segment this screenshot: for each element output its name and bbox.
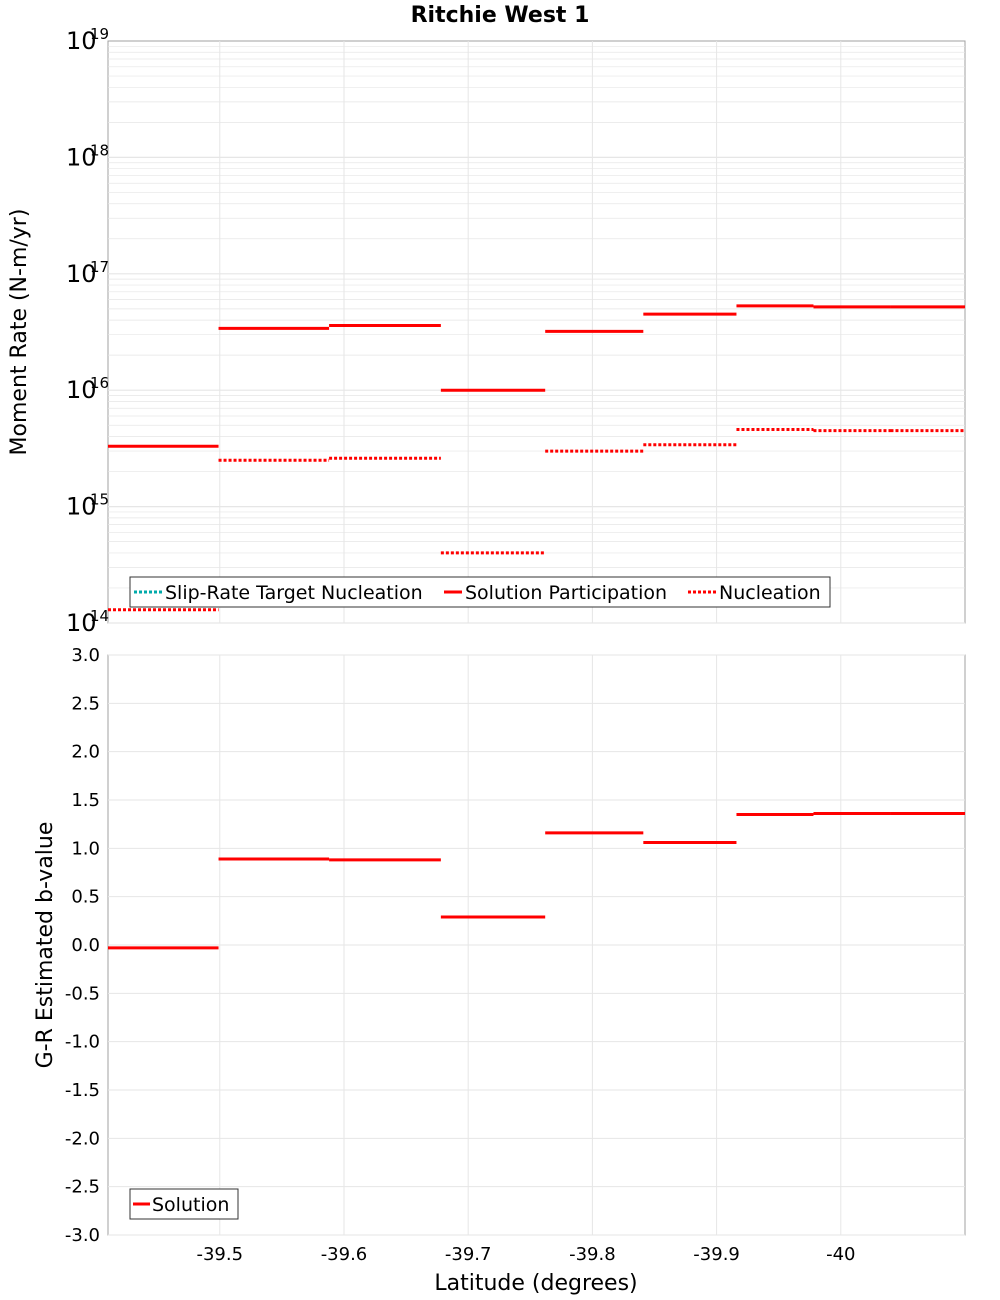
bottom-legend: Solution: [129, 1188, 239, 1220]
legend-label-participation: Solution Participation: [465, 582, 667, 604]
bottom-x-ticks: -39.5 -39.6 -39.7 -39.8 -39.9 -40: [196, 1244, 855, 1265]
x-tick-label: -39.8: [569, 1244, 616, 1265]
x-axis-label: Latitude (degrees): [434, 1271, 637, 1296]
top-y-tick-exponent: 14: [90, 607, 109, 625]
legend-label-target: Slip-Rate Target Nucleation: [165, 582, 423, 604]
chart-title: Ritchie West 1: [411, 3, 590, 28]
top-y-tick-base: 10: [66, 376, 97, 404]
x-tick-label: -39.6: [321, 1244, 368, 1265]
bottom-y-tick-label: -0.5: [65, 983, 100, 1004]
x-tick-label: -39.5: [196, 1244, 243, 1265]
bottom-y-tick-label: 2.5: [71, 693, 100, 714]
bottom-y-tick-label: -3.0: [65, 1225, 100, 1246]
top-legend: Slip-Rate Target Nucleation Solution Par…: [129, 576, 831, 608]
top-y-tick-exponent: 19: [90, 25, 109, 43]
top-y-tick-base: 10: [66, 609, 97, 637]
top-plot-area: [107, 40, 966, 624]
bottom-y-ticks: 3.0 2.5 2.0 1.5 1.0 0.5 0.0 -0.5 -1.0 -1.5 -2.0 -2.…: [65, 645, 100, 1246]
top-y-tick-base: 10: [66, 143, 97, 171]
top-grid: [108, 41, 965, 624]
legend-label-solution: Solution: [152, 1194, 229, 1216]
x-tick-label: -39.7: [445, 1244, 492, 1265]
bottom-y-axis-label: G-R Estimated b-value: [33, 822, 58, 1069]
bottom-grid: [108, 654, 965, 1236]
bottom-series: [108, 812, 965, 950]
bottom-y-tick-label: 0.0: [71, 935, 100, 956]
bottom-y-tick-label: 1.5: [71, 790, 100, 811]
top-y-axis-label: Moment Rate (N-m/yr): [7, 209, 32, 456]
x-tick-label: -40: [826, 1244, 855, 1265]
top-series: [108, 304, 965, 612]
top-y-tick-base: 10: [66, 493, 97, 521]
b-value-panel: 3.0 2.5 2.0 1.5 1.0 0.5 0.0 -0.5 -1.0 -1.5 -2.0 -2.…: [33, 645, 966, 1296]
top-y-tick-exponent: 18: [90, 141, 109, 159]
bottom-y-tick-label: 1.0: [71, 838, 100, 859]
top-y-tick-exponent: 15: [90, 491, 109, 509]
bottom-y-tick-label: -2.5: [65, 1177, 100, 1198]
top-y-tick-base: 10: [66, 27, 97, 55]
bottom-y-tick-label: 2.0: [71, 742, 100, 763]
legend-label-nucleation: Nucleation: [719, 582, 821, 604]
bottom-y-tick-label: -1.5: [65, 1080, 100, 1101]
bottom-y-tick-label: -1.0: [65, 1032, 100, 1053]
bottom-y-tick-label: 3.0: [71, 645, 100, 666]
top-y-tick-exponent: 16: [90, 374, 109, 392]
bottom-y-tick-label: 0.5: [71, 887, 100, 908]
x-tick-label: -39.9: [693, 1244, 740, 1265]
top-y-tick-base: 10: [66, 260, 97, 288]
bottom-y-tick-label: -2.0: [65, 1128, 100, 1149]
top-y-tick-exponent: 17: [90, 258, 109, 276]
